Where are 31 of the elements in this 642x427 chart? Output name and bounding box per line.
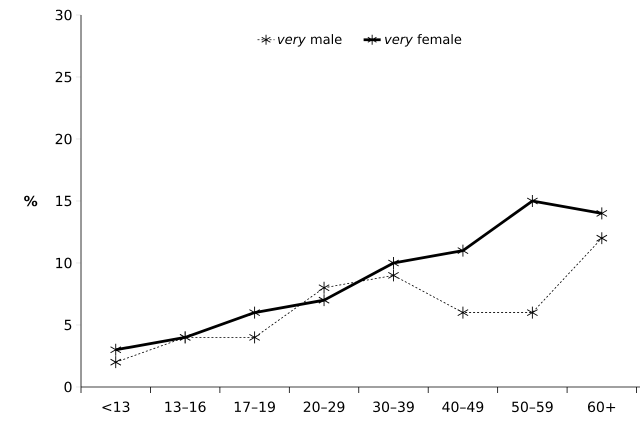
point [526, 306, 538, 320]
point [318, 294, 330, 307]
point [457, 244, 469, 258]
y-axis-title: % [24, 196, 38, 206]
legend-label: very male [278, 34, 342, 47]
legend-label: very female [385, 34, 462, 47]
point [318, 281, 330, 294]
x-tick-label: 13–16 [165, 402, 206, 412]
x-tick-label: 50–59 [512, 402, 553, 412]
point [110, 343, 122, 356]
point [110, 356, 122, 369]
point [596, 206, 608, 220]
point [248, 330, 260, 344]
x-tick-label: 20–29 [304, 402, 344, 412]
x-tick-label: 40–49 [442, 402, 484, 412]
y-tick-label: 5 [64, 320, 72, 330]
point [388, 268, 400, 282]
point [526, 194, 538, 208]
x-tick-label: 17–19 [234, 402, 275, 412]
y-tick-label: 20 [56, 134, 72, 144]
point [596, 232, 608, 245]
point [457, 306, 469, 320]
y-tick-label: 30 [56, 10, 72, 20]
x-tick-label: 60+ [588, 402, 616, 412]
point [248, 306, 260, 320]
y-tick-label: 25 [56, 72, 72, 82]
y-tick-label: 0 [64, 382, 72, 392]
y-tick-label: 15 [56, 196, 72, 206]
y-tick-label: 10 [56, 258, 72, 268]
x-tick-label: 30–39 [373, 402, 414, 412]
x-tick-label: <13 [102, 402, 130, 412]
